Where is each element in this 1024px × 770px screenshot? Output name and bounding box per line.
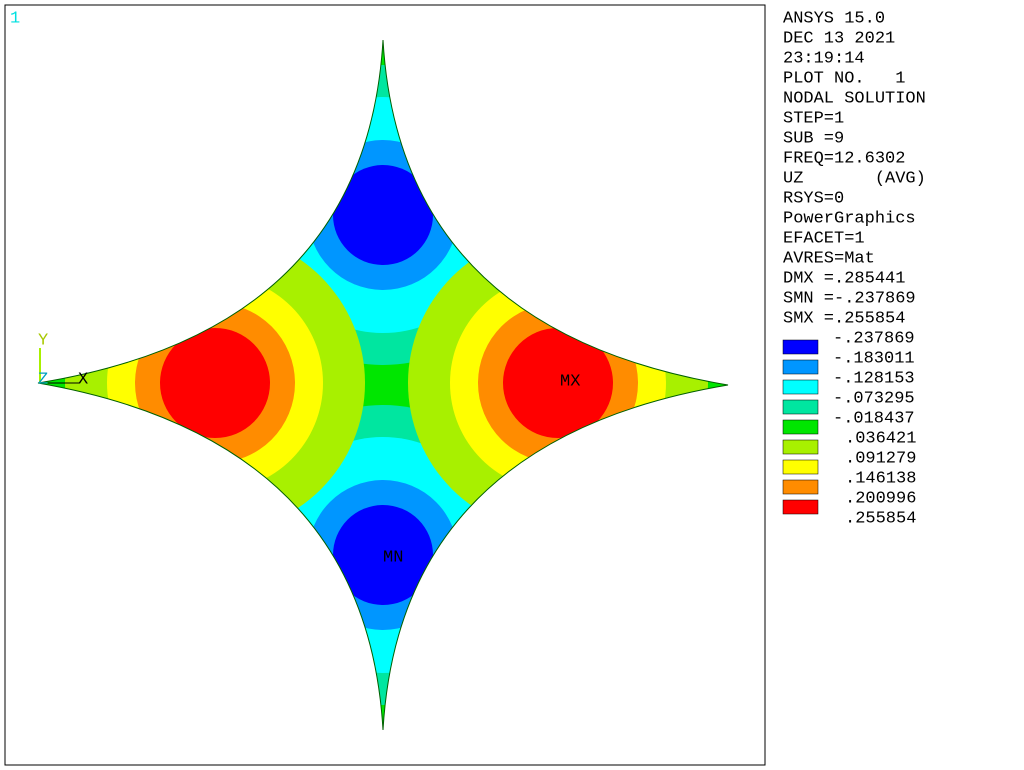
legend-swatch <box>782 379 819 395</box>
legend-label: .255854 <box>845 509 916 528</box>
info-line: DEC 13 2021 <box>783 29 895 48</box>
info-line: UZ (AVG) <box>783 169 926 188</box>
legend-label: -.018437 <box>833 409 915 428</box>
axis-y-label: Y <box>38 331 48 350</box>
legend-swatch <box>782 359 819 375</box>
legend-label: -.128153 <box>833 369 915 388</box>
info-line: SMX =.255854 <box>783 309 905 328</box>
legend-swatch <box>782 419 819 435</box>
info-line: EFACET=1 <box>783 229 865 248</box>
legend-swatch <box>782 339 819 355</box>
window-number: 1 <box>10 9 20 28</box>
info-line: ANSYS 15.0 <box>783 9 885 28</box>
min-marker: MN <box>383 548 403 567</box>
max-marker: MX <box>560 372 580 391</box>
legend-label: -.073295 <box>833 389 915 408</box>
legend-swatch <box>782 479 819 495</box>
info-line: STEP=1 <box>783 109 844 128</box>
legend-label: .146138 <box>845 469 916 488</box>
info-line: SUB =9 <box>783 129 844 148</box>
legend-label: .036421 <box>845 429 916 448</box>
axis-z-label: Z <box>38 370 48 389</box>
model-outline <box>37 39 729 731</box>
legend-label: -.183011 <box>833 349 915 368</box>
legend-label: -.237869 <box>833 329 915 348</box>
info-line: SMN =-.237869 <box>783 289 916 308</box>
info-line: AVRES=Mat <box>783 249 875 268</box>
legend-label: .200996 <box>845 489 916 508</box>
info-line: RSYS=0 <box>783 189 844 208</box>
legend-swatch <box>782 439 819 455</box>
info-line: PowerGraphics <box>783 209 916 228</box>
legend-swatch <box>782 499 819 515</box>
info-line: DMX =.285441 <box>783 269 905 288</box>
info-line: NODAL SOLUTION <box>783 89 926 108</box>
info-line: FREQ=12.6302 <box>783 149 905 168</box>
legend-label: .091279 <box>845 449 916 468</box>
legend-swatch <box>782 459 819 475</box>
info-line: 23:19:14 <box>783 49 865 68</box>
legend-swatch <box>782 399 819 415</box>
info-line: PLOT NO. 1 <box>783 69 905 88</box>
axis-x-label: X <box>78 370 88 389</box>
